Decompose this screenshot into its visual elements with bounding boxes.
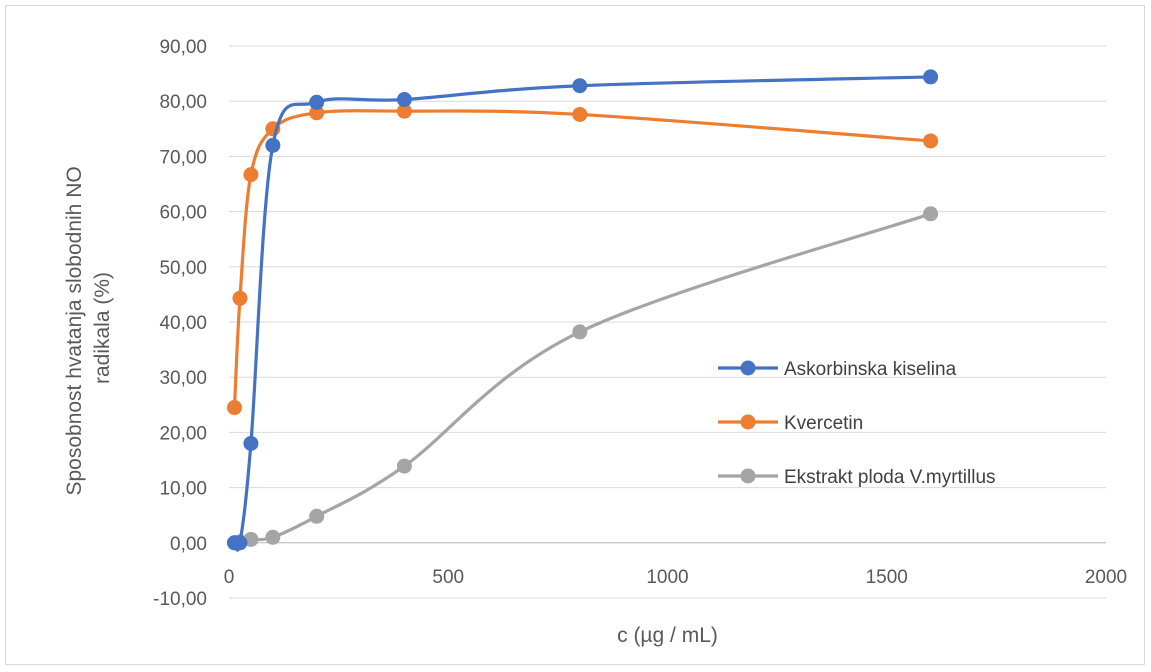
data-point <box>309 94 325 110</box>
legend-swatch-marker <box>740 468 756 484</box>
legend-swatch-marker <box>740 360 756 376</box>
legend-item: Kvercetin <box>718 413 863 434</box>
data-point <box>923 133 939 149</box>
data-point <box>309 508 325 524</box>
y-tick-label: 20,00 <box>159 423 207 444</box>
y-axis-title-line-2: radikala (%) <box>91 272 114 384</box>
y-tick-label: 50,00 <box>159 258 207 279</box>
y-tick-label: 10,00 <box>159 479 207 500</box>
data-point <box>396 458 412 474</box>
data-point <box>396 92 412 108</box>
data-point <box>309 105 325 121</box>
y-tick-label: 40,00 <box>159 313 207 334</box>
series-0 <box>226 69 939 552</box>
data-point <box>243 435 259 451</box>
y-axis-title-line-1: Sposobnost hvatanja slobodnih NO <box>63 166 86 495</box>
y-tick-label: 90,00 <box>159 37 207 58</box>
y-tick-label: -10,00 <box>153 589 207 610</box>
y-tick-label: 70,00 <box>159 147 207 168</box>
data-point <box>923 69 939 85</box>
legend: Askorbinska kiselina Kvercetin Ekstrakt pl… <box>718 359 996 488</box>
chart-frame: -10,00 0,00 10,00 20,00 30,00 40,00 50,00 60,00… <box>5 5 1145 665</box>
legend-label: Ekstrakt ploda V.myrtillus <box>784 467 996 488</box>
x-tick-label: 1000 <box>646 567 688 588</box>
x-tick-label: 500 <box>432 567 464 588</box>
legend-label: Kvercetin <box>784 413 863 434</box>
x-tick-label: 2000 <box>1085 567 1127 588</box>
data-point <box>572 78 588 94</box>
data-point <box>572 106 588 122</box>
y-tick-label: 80,00 <box>159 92 207 113</box>
y-tick-label: 60,00 <box>159 203 207 224</box>
series-layer <box>226 69 939 552</box>
grid-layer <box>229 45 1106 599</box>
legend-item: Ekstrakt ploda V.myrtillus <box>718 467 996 488</box>
data-point <box>923 206 939 222</box>
data-point <box>232 535 248 551</box>
data-point <box>232 290 248 306</box>
y-tick-label: 30,00 <box>159 368 207 389</box>
data-point <box>243 167 259 183</box>
series-line <box>232 75 933 552</box>
legend-swatch-marker <box>740 414 756 430</box>
chart-svg: -10,00 0,00 10,00 20,00 30,00 40,00 50,00 60,00… <box>63 37 1127 647</box>
axis-layer: -10,00 0,00 10,00 20,00 30,00 40,00 50,00 60,00… <box>153 37 1127 610</box>
data-point <box>265 529 281 545</box>
y-tick-label: 0,00 <box>170 534 207 555</box>
data-point <box>226 400 242 416</box>
x-axis-title: c (µg / mL) <box>617 624 718 647</box>
x-tick-label: 0 <box>224 567 235 588</box>
series-1 <box>226 103 939 416</box>
data-point <box>265 137 281 153</box>
data-point <box>396 103 412 119</box>
legend-label: Askorbinska kiselina <box>784 359 957 380</box>
y-axis-title: Sposobnost hvatanja slobodnih NO radikal… <box>63 160 114 495</box>
legend-item: Askorbinska kiselina <box>718 359 957 380</box>
x-tick-label: 1500 <box>866 567 908 588</box>
data-point <box>572 324 588 340</box>
